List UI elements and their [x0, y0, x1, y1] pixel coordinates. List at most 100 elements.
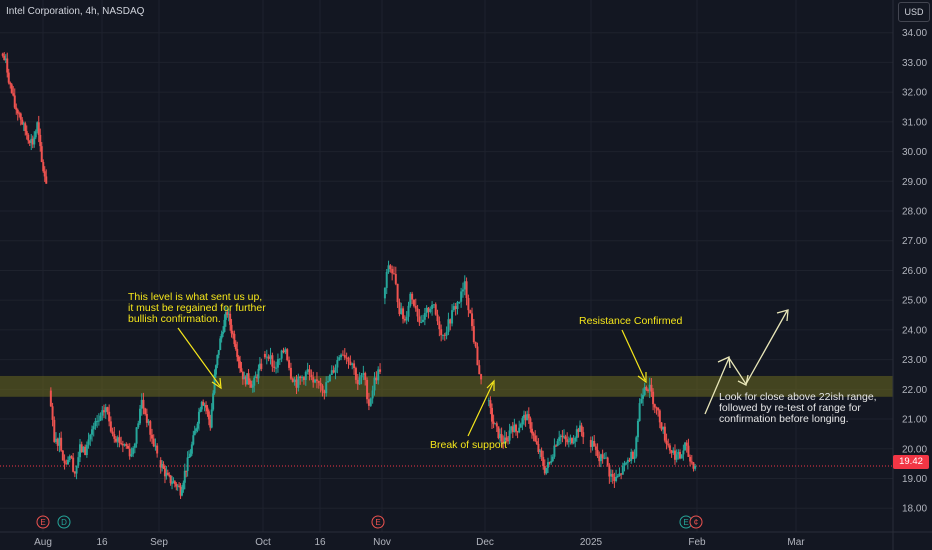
event-marker[interactable]	[57, 515, 71, 529]
candle-down	[127, 445, 129, 449]
candle-down	[465, 281, 468, 299]
candle-down	[120, 442, 123, 444]
candle-down	[443, 334, 446, 336]
y-tick-label: 20.00	[902, 444, 927, 455]
candle-down	[142, 399, 145, 409]
candle-down	[60, 437, 63, 451]
event-marker[interactable]	[689, 515, 703, 529]
y-axis[interactable]: 18.00 19.00 20.00 21.00 22.00 23.00 24.00 25.00…	[892, 0, 927, 550]
candle-down	[109, 421, 112, 432]
candle-down	[299, 376, 302, 379]
candle-up	[494, 423, 497, 425]
candle-down	[7, 72, 10, 83]
candle-down	[502, 441, 505, 444]
candle-down	[394, 273, 397, 284]
event-markers[interactable]: E D E E ¢	[36, 515, 703, 529]
y-tick-label: 22.00	[902, 385, 927, 396]
candle-down	[108, 411, 111, 422]
event-marker-label: D	[61, 518, 67, 527]
candle-down	[121, 443, 124, 446]
symbol-title[interactable]: Intel Corporation, 4h, NASDAQ	[6, 6, 145, 17]
candle-down	[42, 162, 45, 172]
candle-up	[518, 427, 521, 433]
candle-down	[472, 326, 475, 343]
event-marker[interactable]	[371, 515, 385, 529]
candle-down	[620, 473, 623, 475]
candle-down	[628, 459, 631, 461]
chart-grid	[0, 0, 893, 532]
candle-up	[338, 357, 341, 361]
candle-up	[139, 408, 141, 424]
x-tick-label: Feb	[688, 537, 706, 548]
candle-down	[173, 481, 176, 484]
projected-path-line[interactable]	[704, 310, 788, 415]
candle-up	[219, 338, 222, 350]
event-marker-label: E	[40, 518, 45, 527]
candle-up	[662, 426, 665, 430]
candle-down	[230, 324, 233, 334]
candle-up	[638, 403, 641, 421]
x-axis[interactable]: Aug 16 Sep Oct 16 Nov Dec 2025 Feb Mar	[0, 531, 932, 548]
candle-up	[34, 131, 37, 138]
candle-down	[398, 302, 401, 315]
candle-down	[315, 379, 318, 381]
annotation-resistance-confirmed[interactable]: Resistance Confirmed	[579, 315, 682, 327]
candle-up	[67, 459, 69, 465]
candle-down	[566, 439, 569, 443]
candle-up	[275, 367, 278, 369]
candle-down	[438, 321, 441, 330]
candle-up	[4, 58, 7, 61]
candle-up	[574, 437, 577, 442]
candle-up	[314, 379, 317, 383]
candle-down	[233, 333, 236, 345]
candle-down	[16, 109, 19, 114]
candle-up	[165, 472, 168, 477]
candle-down	[414, 305, 417, 309]
candle-down	[321, 385, 324, 391]
candle-up	[521, 418, 524, 425]
annotation-break-of-support[interactable]: Break of support	[430, 439, 507, 451]
y-tick-label: 33.00	[902, 58, 927, 69]
candle-up	[147, 421, 150, 423]
candle-down	[454, 306, 457, 309]
annotation-outlook-note[interactable]: Look for close above 22ish range, follow…	[719, 391, 877, 425]
candle-up	[684, 442, 687, 451]
candle-down	[56, 438, 59, 446]
currency-button[interactable]: USD	[898, 2, 930, 22]
candle-down	[540, 450, 543, 457]
candle-down	[658, 410, 661, 423]
candle-down	[49, 390, 52, 407]
candle-down	[25, 131, 28, 135]
event-marker-label: E	[683, 518, 688, 527]
candle-up	[636, 420, 639, 438]
candle-up	[224, 312, 227, 320]
annotation-level-note[interactable]: This level is what sent us up, it must b…	[128, 291, 266, 325]
candle-up	[265, 356, 268, 358]
candle-down	[375, 377, 378, 381]
event-marker[interactable]	[36, 515, 50, 529]
candle-down	[9, 82, 12, 85]
candle-down	[115, 438, 117, 442]
candle-up	[192, 435, 195, 445]
candle-up	[429, 309, 432, 312]
candle-up	[550, 461, 553, 463]
candle-down	[185, 470, 188, 472]
candle-down	[256, 376, 259, 379]
candle-up	[615, 477, 618, 482]
candle-down	[319, 382, 322, 386]
candle-up	[276, 359, 279, 368]
candle-down	[571, 438, 573, 444]
candle-down	[689, 456, 692, 462]
candle-up	[675, 454, 678, 460]
annotation-resistance-arrow	[621, 329, 646, 381]
candle-up	[101, 410, 104, 416]
candle-down	[289, 367, 292, 379]
candle-down	[440, 329, 443, 336]
candle-down	[411, 293, 414, 300]
candle-up	[360, 375, 363, 378]
candle-down	[670, 450, 673, 453]
candle-down	[561, 435, 564, 437]
candle-down	[37, 122, 40, 135]
candle-up	[284, 349, 287, 353]
